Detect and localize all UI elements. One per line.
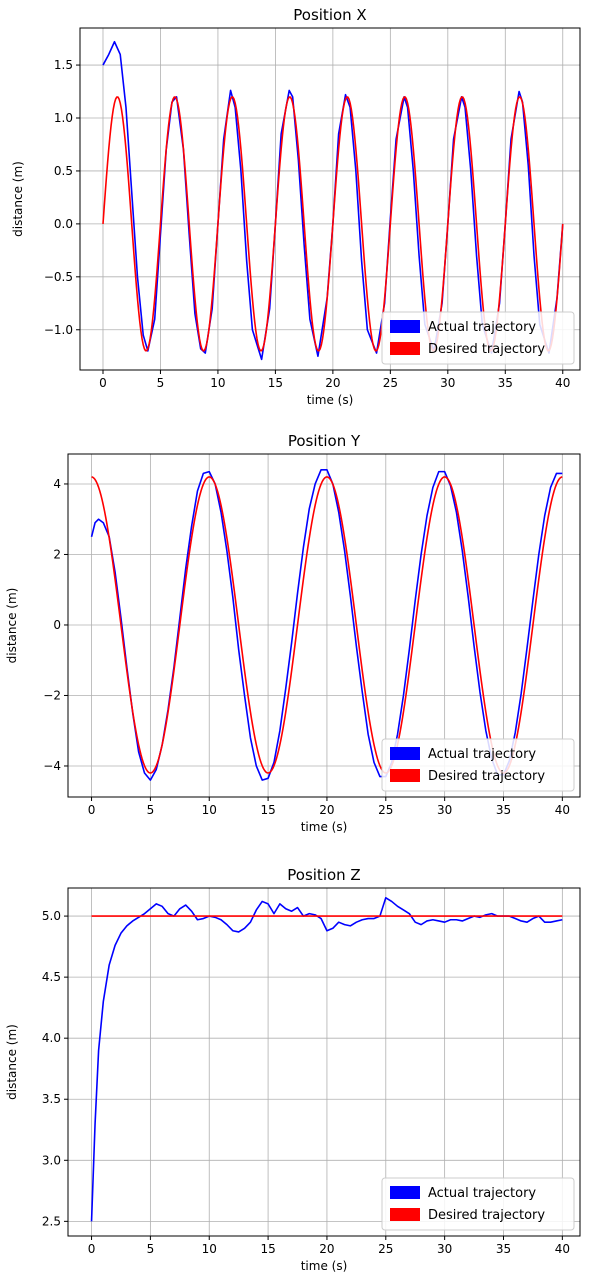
legend: Actual trajectory Desired trajectory <box>381 738 575 792</box>
legend-label-actual: Actual trajectory <box>428 1186 536 1201</box>
y-axis-label: distance (m) <box>11 161 25 237</box>
y-tick-label: 0.5 <box>54 164 73 178</box>
series-group <box>90 469 563 781</box>
y-tick-label: −1.0 <box>44 323 73 337</box>
x-tick-label: 0 <box>99 376 107 390</box>
x-tick-label: 15 <box>260 803 275 817</box>
x-tick-label: 40 <box>555 376 570 390</box>
y-tick-label: 4.5 <box>42 970 61 984</box>
legend-box <box>381 1177 575 1231</box>
y-axis-label: distance (m) <box>5 1024 19 1100</box>
chart-3: 0 5 10 15 20 25 30 35 40 2.5 3.0 3.5 4.0 4.5 5.0 Positi… <box>5 866 581 1273</box>
legend-swatch-desired <box>390 342 420 355</box>
y-tick-label: 0.0 <box>54 217 73 231</box>
legend: Actual trajectory Desired trajectory <box>381 311 575 365</box>
legend-label-actual: Actual trajectory <box>428 747 536 762</box>
legend-label-desired: Desired trajectory <box>428 769 545 784</box>
chart-title: Position X <box>293 6 366 24</box>
x-tick-label: 30 <box>437 803 452 817</box>
x-tick-label: 20 <box>319 803 334 817</box>
x-tick-label: 15 <box>260 1242 275 1256</box>
x-tick-label: 10 <box>202 803 217 817</box>
y-tick-label: 3.0 <box>42 1153 61 1167</box>
x-tick-label: 40 <box>555 803 570 817</box>
x-tick-label: 35 <box>496 1242 511 1256</box>
legend-label-desired: Desired trajectory <box>428 1208 545 1223</box>
x-tick-label: 15 <box>268 376 283 390</box>
x-tick-label: 25 <box>378 803 393 817</box>
x-axis-label: time (s) <box>307 393 354 407</box>
x-tick-label: 5 <box>147 803 155 817</box>
x-tick-label: 5 <box>157 376 165 390</box>
x-tick-label: 0 <box>88 803 96 817</box>
chart-title: Position Z <box>287 866 360 884</box>
chart-2: 0 5 10 15 20 25 30 35 40 −4 −2 0 2 4 Position Y time (s… <box>5 432 581 834</box>
x-tick-label: 35 <box>496 803 511 817</box>
x-tick-label: 5 <box>147 1242 155 1256</box>
y-tick-label: 1.5 <box>54 58 73 72</box>
x-tick-label: 25 <box>378 1242 393 1256</box>
x-tick-label: 30 <box>440 376 455 390</box>
y-tick-label: 1.0 <box>54 111 73 125</box>
legend-box <box>381 311 575 365</box>
plot-frame <box>79 27 581 371</box>
x-tick-label: 10 <box>202 1242 217 1256</box>
x-tick-label: 35 <box>498 376 513 390</box>
desired-trajectory-line <box>91 476 563 774</box>
legend-label-actual: Actual trajectory <box>428 320 536 335</box>
legend-swatch-desired <box>390 1208 420 1221</box>
y-tick-label: 5.0 <box>42 909 61 923</box>
x-tick-label: 10 <box>210 376 225 390</box>
y-tick-label: 2.5 <box>42 1214 61 1228</box>
x-axis-label: time (s) <box>301 1259 348 1273</box>
y-tick-label: 3.5 <box>42 1092 61 1106</box>
x-tick-label: 20 <box>325 376 340 390</box>
legend-swatch-desired <box>390 769 420 782</box>
plot-frame <box>67 887 581 1237</box>
legend-box <box>381 738 575 792</box>
y-tick-label: −2 <box>43 688 61 702</box>
x-tick-label: 20 <box>319 1242 334 1256</box>
series-group <box>90 896 563 1222</box>
legend: Actual trajectory Desired trajectory <box>381 1177 575 1231</box>
x-tick-label: 30 <box>437 1242 452 1256</box>
legend-swatch-actual <box>390 747 420 760</box>
legend-label-desired: Desired trajectory <box>428 342 545 357</box>
legend-swatch-actual <box>390 1186 420 1199</box>
plot-frame <box>67 453 581 798</box>
y-tick-label: −4 <box>43 759 61 773</box>
x-tick-label: 40 <box>555 1242 570 1256</box>
x-tick-label: 0 <box>88 1242 96 1256</box>
y-tick-label: 4 <box>53 477 61 491</box>
y-axis-label: distance (m) <box>5 588 19 664</box>
chart-title: Position Y <box>288 432 361 450</box>
legend-swatch-actual <box>390 320 420 333</box>
y-tick-label: −0.5 <box>44 270 73 284</box>
chart-1: 0 5 10 15 20 25 30 35 40 −1.0 −0.5 0.0 0.5 1.0 1.5 Posi… <box>11 6 581 407</box>
x-axis-label: time (s) <box>301 820 348 834</box>
y-tick-label: 0 <box>53 618 61 632</box>
y-tick-label: 2 <box>53 547 61 561</box>
y-tick-label: 4.0 <box>42 1031 61 1045</box>
x-tick-label: 25 <box>383 376 398 390</box>
